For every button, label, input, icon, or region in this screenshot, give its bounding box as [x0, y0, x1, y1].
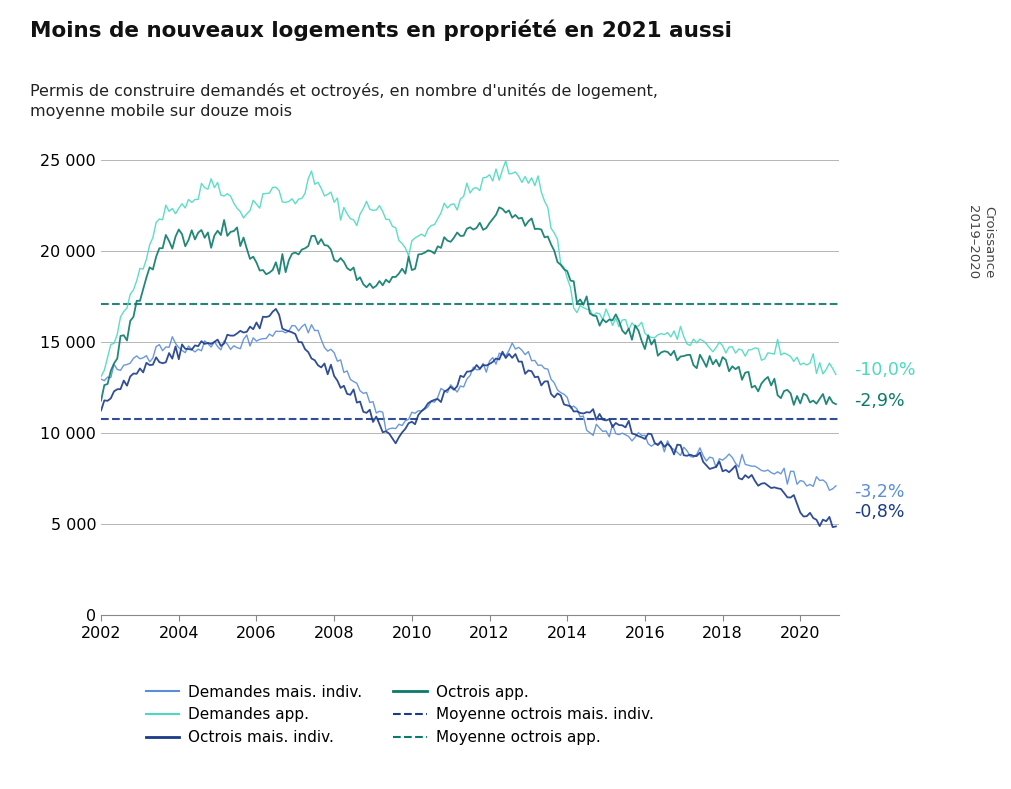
Text: -2,9%: -2,9% [854, 391, 905, 409]
Text: -0,8%: -0,8% [854, 503, 905, 521]
Text: Croissance
2019–2020: Croissance 2019–2020 [967, 205, 995, 279]
Text: -10,0%: -10,0% [854, 361, 916, 379]
Text: Moins de nouveaux logements en propriété en 2021 aussi: Moins de nouveaux logements en propriété… [30, 20, 732, 41]
Text: -3,2%: -3,2% [854, 483, 905, 500]
Text: Permis de construire demandés et octroyés, en nombre d'unités de logement,
moyen: Permis de construire demandés et octroyé… [30, 83, 658, 118]
Legend: Demandes mais. indiv., Demandes app., Octrois mais. indiv., Octrois app., Moyenn: Demandes mais. indiv., Demandes app., Oc… [146, 685, 654, 745]
